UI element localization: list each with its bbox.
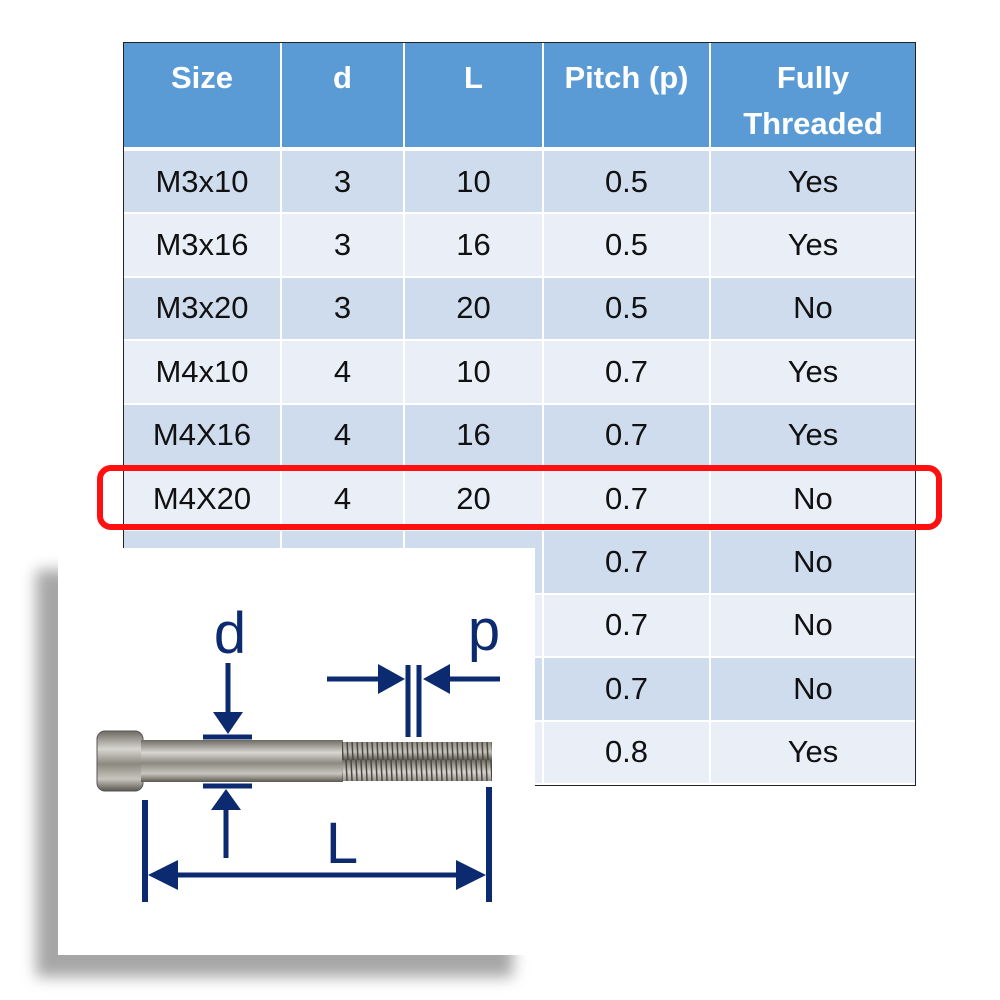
cell-d: 4 [282, 467, 405, 532]
table-row: M3x20 3 20 0.5 No [124, 277, 915, 342]
bolt-thread [342, 742, 492, 781]
cell-pitch: 0.8 [544, 721, 711, 785]
cell-d: 3 [282, 214, 405, 278]
cell-fully-threaded: Yes [711, 721, 915, 785]
cell-l: 10 [405, 341, 544, 405]
arrow-left-icon [148, 860, 178, 890]
table-row: M4X20 4 20 0.7 No [124, 467, 915, 532]
arrow-right-icon [456, 860, 486, 890]
cell-l: 20 [405, 467, 544, 532]
cell-l: 20 [405, 277, 544, 342]
bolt-image [96, 730, 492, 792]
bolt-head [96, 730, 144, 792]
header-pitch: Pitch (p) [544, 43, 711, 151]
cell-pitch: 0.5 [544, 277, 711, 342]
cell-fully-threaded: Yes [711, 404, 915, 468]
cell-fully-threaded: No [711, 277, 915, 342]
header-fully-threaded: Fully Threaded [711, 43, 915, 151]
header-l: L [405, 43, 544, 151]
cell-pitch: 0.5 [544, 214, 711, 278]
cell-pitch: 0.7 [544, 404, 711, 468]
cell-pitch: 0.7 [544, 531, 711, 595]
bolt-diagram: d p L [58, 548, 535, 955]
cell-pitch: 0.5 [544, 151, 711, 215]
cell-l: 16 [405, 404, 544, 468]
arrow-right-icon [378, 664, 405, 694]
cell-l: 10 [405, 151, 544, 215]
header-size: Size [124, 43, 282, 151]
table-header: Size d L Pitch (p) Fully Threaded [124, 43, 915, 151]
cell-size: M3x16 [124, 214, 282, 278]
arrow-up-icon [211, 789, 241, 810]
table-row: M3x10 3 10 0.5 Yes [124, 151, 915, 215]
cell-d: 3 [282, 277, 405, 342]
cell-pitch: 0.7 [544, 658, 711, 722]
cell-pitch: 0.7 [544, 594, 711, 659]
cell-size: M4x10 [124, 341, 282, 405]
cell-fully-threaded: No [711, 594, 915, 659]
cell-fully-threaded: No [711, 467, 915, 532]
cell-d: 4 [282, 404, 405, 468]
table-row: M3x16 3 16 0.5 Yes [124, 214, 915, 278]
dimension-lines [142, 663, 500, 902]
bolt-diagram-svg: d p L [96, 598, 500, 902]
cell-pitch: 0.7 [544, 467, 711, 532]
cell-size: M3x10 [124, 151, 282, 215]
cell-size: M4X20 [124, 467, 282, 532]
bolt-shank [141, 740, 343, 782]
label-l: L [326, 811, 358, 876]
cell-fully-threaded: Yes [711, 341, 915, 405]
cell-d: 3 [282, 151, 405, 215]
cell-pitch: 0.7 [544, 341, 711, 405]
cell-fully-threaded: Yes [711, 151, 915, 215]
cell-d: 4 [282, 341, 405, 405]
label-d: d [214, 601, 246, 666]
arrow-left-icon [423, 664, 450, 694]
cell-l: 16 [405, 214, 544, 278]
highlight-box [97, 465, 942, 530]
header-d: d [282, 43, 405, 151]
table-row: M4x10 4 10 0.7 Yes [124, 341, 915, 405]
cell-size: M3x20 [124, 277, 282, 342]
cell-fully-threaded: No [711, 658, 915, 722]
cell-fully-threaded: No [711, 531, 915, 595]
label-p: p [468, 598, 500, 663]
table-row: M4X16 4 16 0.7 Yes [124, 404, 915, 468]
arrow-down-icon [213, 712, 243, 734]
cell-fully-threaded: Yes [711, 214, 915, 278]
cell-size: M4X16 [124, 404, 282, 468]
